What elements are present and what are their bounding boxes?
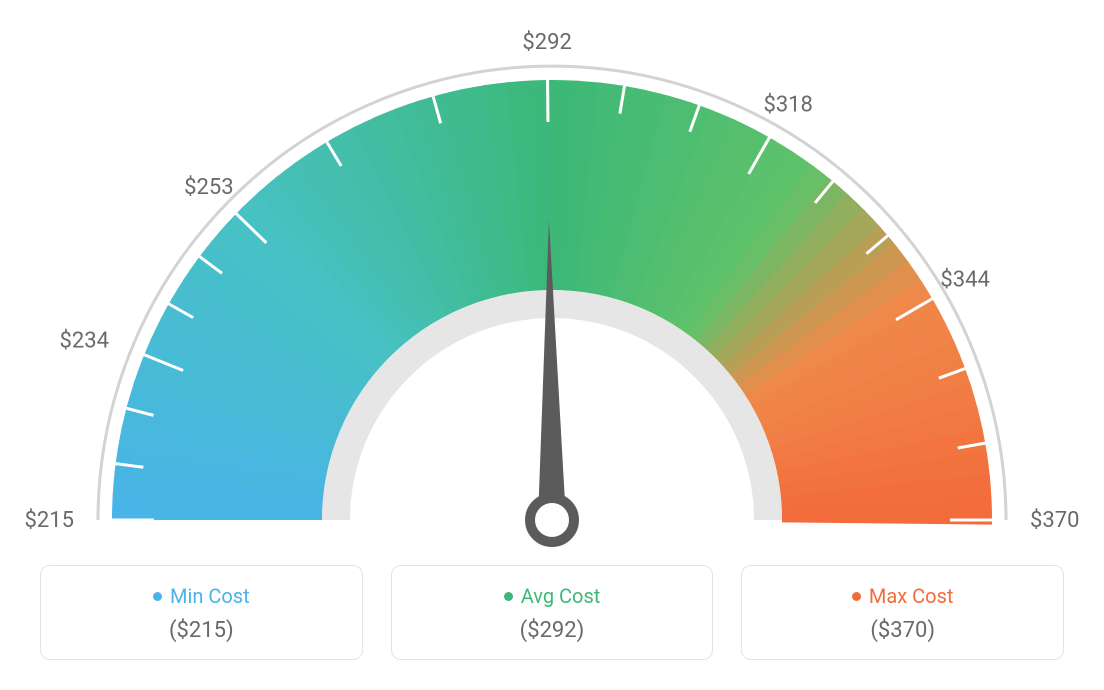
legend-value-min: ($215) <box>51 618 352 643</box>
gauge-tick-label: $292 <box>522 30 571 55</box>
gauge-tick-label: $344 <box>940 268 989 293</box>
gauge-tick-label: $215 <box>25 508 74 533</box>
legend-label-avg: Avg Cost <box>521 584 601 608</box>
legend-dot-min <box>153 592 162 601</box>
legend-card-max: Max Cost ($370) <box>741 565 1064 660</box>
legend-dot-max <box>852 592 861 601</box>
gauge-tick-label: $253 <box>184 175 233 200</box>
legend-title-max: Max Cost <box>852 584 954 608</box>
legend-value-max: ($370) <box>752 618 1053 643</box>
legend-dot-avg <box>504 592 513 601</box>
legend-title-min: Min Cost <box>153 584 250 608</box>
gauge-svg: $215 $234 $253 $292 $318 $344 $370 <box>0 0 1104 560</box>
legend-title-avg: Avg Cost <box>504 584 601 608</box>
legend-label-min: Min Cost <box>170 584 250 608</box>
gauge-needle-hub <box>530 498 574 542</box>
gauge-tick-label: $318 <box>763 92 812 117</box>
legend-row: Min Cost ($215) Avg Cost ($292) Max Cost… <box>40 565 1064 660</box>
gauge-chart: $215 $234 $253 $292 $318 $344 $370 <box>0 0 1104 560</box>
legend-value-avg: ($292) <box>402 618 703 643</box>
gauge-tick-label: $370 <box>1030 508 1079 533</box>
legend-label-max: Max Cost <box>869 584 954 608</box>
gauge-tick-label: $234 <box>60 328 109 353</box>
legend-card-avg: Avg Cost ($292) <box>391 565 714 660</box>
legend-card-min: Min Cost ($215) <box>40 565 363 660</box>
